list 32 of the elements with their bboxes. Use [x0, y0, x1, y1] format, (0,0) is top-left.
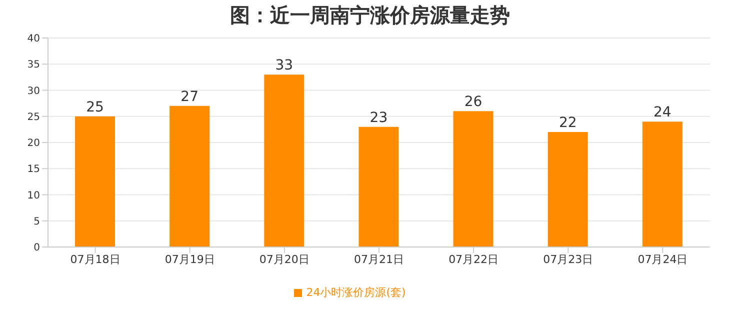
data-label: 22 [558, 115, 577, 132]
bar [358, 126, 399, 247]
y-tick-label: 20 [27, 138, 40, 150]
bar [75, 116, 115, 247]
y-tick-label: 35 [27, 60, 40, 71]
x-tick-label: 07月21日 [354, 252, 404, 266]
y-tick-label: 15 [27, 164, 40, 176]
chart-title: 图：近一周南宁涨价房源量走势 [229, 2, 511, 29]
bar [642, 122, 682, 247]
data-label: 27 [180, 88, 198, 105]
x-tick-label: 07月18日 [70, 252, 120, 266]
y-tick-label: 5 [34, 216, 40, 228]
bar [453, 111, 494, 247]
y-tick-label: 0 [34, 242, 40, 254]
y-tick-label: 10 [27, 190, 40, 202]
y-tick-label: 40 [27, 34, 40, 45]
data-label: 33 [275, 58, 294, 74]
y-tick-label: 30 [27, 86, 40, 97]
data-label: 23 [370, 110, 388, 126]
x-tick-label: 07月23日 [543, 252, 594, 266]
data-label: 24 [654, 104, 672, 121]
legend-label: 24小时涨价房源(套) [306, 286, 406, 299]
bar [170, 106, 210, 247]
data-label: 25 [86, 99, 104, 116]
data-label: 26 [464, 94, 482, 110]
x-tick-label: 07月24日 [638, 252, 688, 266]
x-tick-label: 07月20日 [259, 252, 310, 266]
x-tick-label: 07月22日 [448, 252, 499, 266]
x-tick-label: 07月19日 [164, 252, 215, 266]
bar [264, 74, 304, 247]
bar [548, 132, 588, 247]
y-tick-label: 25 [27, 112, 40, 123]
